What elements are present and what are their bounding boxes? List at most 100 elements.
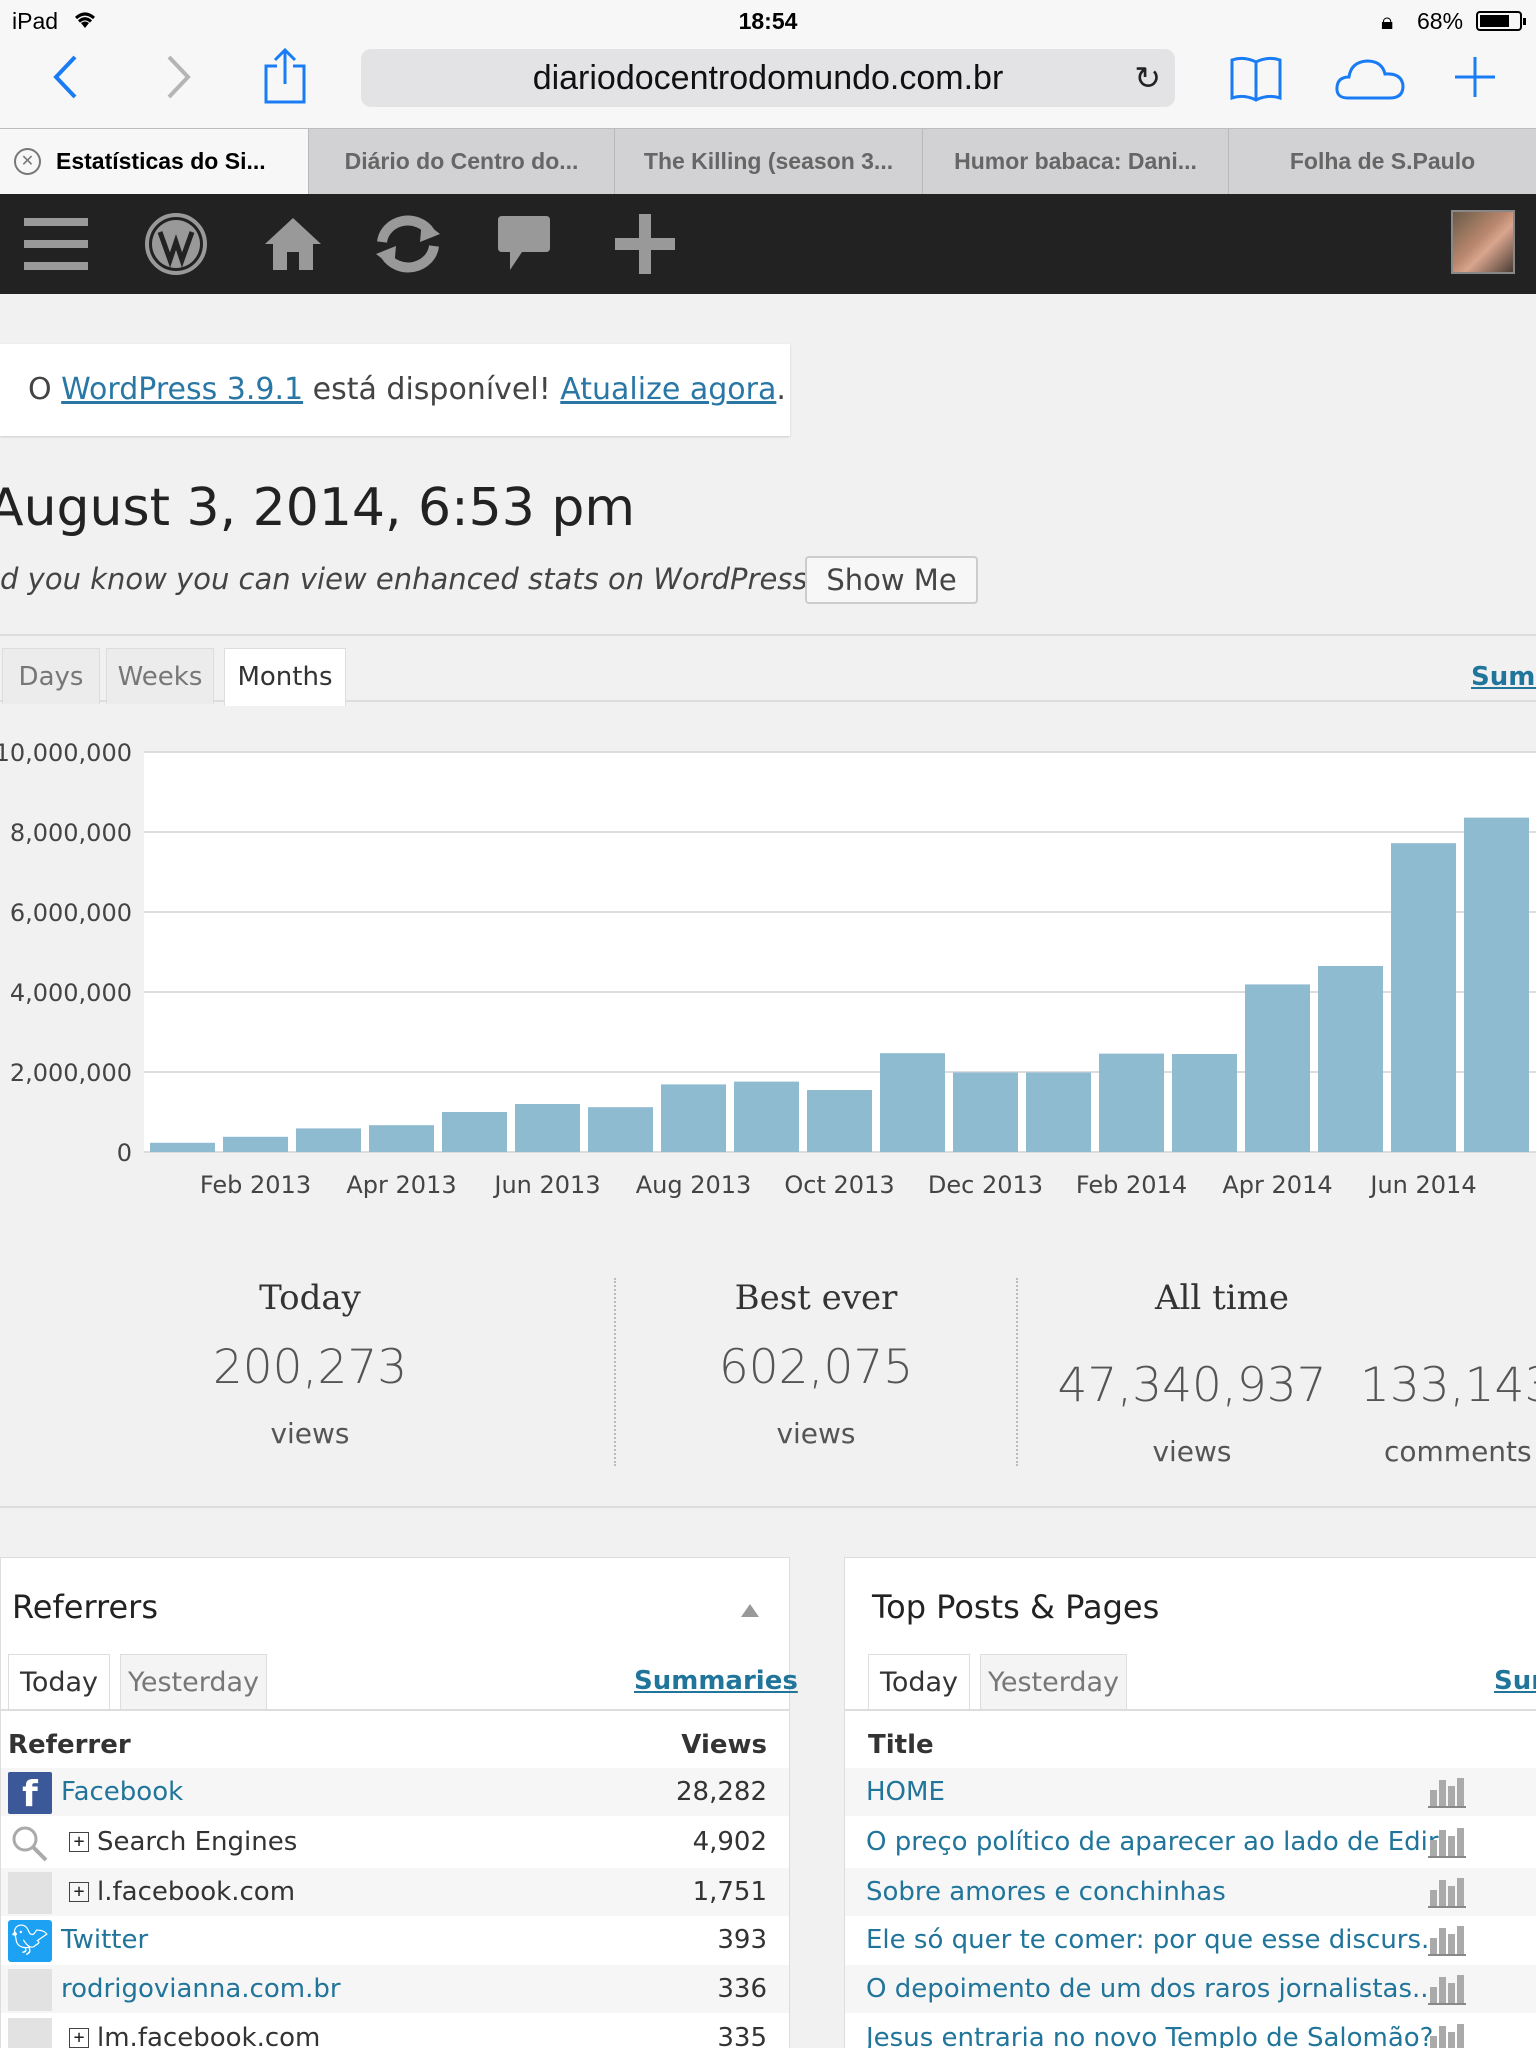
tab-label: Humor babaca: Dani... (954, 148, 1197, 174)
home-icon[interactable] (258, 194, 328, 294)
stats-chart-icon[interactable] (1428, 1924, 1466, 1956)
tab-referrers-yesterday[interactable]: Yesterday (120, 1654, 267, 1710)
clock: 18:54 (738, 8, 798, 34)
chart-bar (223, 1136, 288, 1152)
stats-chart-icon[interactable] (1428, 2022, 1466, 2048)
best-ever-label: views (776, 1417, 856, 1450)
table-row: + l.facebook.com 1,751 (1, 1868, 789, 1916)
tab-months[interactable]: Months (224, 648, 346, 706)
top-posts-panel: Top Posts & Pages Today Yesterday Sum Ti… (844, 1557, 1536, 2048)
post-title[interactable]: Ele só quer te comer: por que esse discu… (866, 1925, 1446, 1955)
tab-referrers-today[interactable]: Today (8, 1654, 110, 1710)
wordpress-version-link[interactable]: WordPress 3.9.1 (61, 372, 304, 407)
table-row: rodrigovianna.com.br 336 (1, 1965, 789, 2013)
chart-bar (1099, 1053, 1164, 1152)
x-tick-label: Jun 2013 (492, 1171, 600, 1199)
stats-summary: Today 200,273 views Best ever 602,075 vi… (0, 1248, 1536, 1508)
new-tab-button[interactable] (1452, 54, 1498, 104)
list-item: HOME (845, 1768, 1536, 1816)
share-button[interactable] (262, 46, 308, 110)
post-title[interactable]: O depoimento de um dos raros jornalistas… (866, 1974, 1437, 2004)
table-row: + lm.facebook.com 335 (1, 2014, 789, 2048)
referrers-panel: Referrers Today Yesterday Summaries Refe… (0, 1557, 798, 2048)
chart-bar (1245, 984, 1310, 1152)
best-ever-views: 602,075 (718, 1340, 914, 1395)
stats-chart-icon[interactable] (1428, 1826, 1466, 1858)
referrer-name: l.facebook.com (97, 1877, 296, 1907)
today-label: views (270, 1417, 350, 1450)
collapse-icon[interactable] (741, 1604, 759, 1617)
close-tab-icon[interactable]: ✕ (14, 148, 41, 175)
avatar[interactable] (1451, 210, 1515, 274)
update-now-link[interactable]: Atualize agora (560, 372, 777, 407)
address-bar[interactable]: diariodocentrodomundo.com.br ↻ (361, 49, 1175, 107)
post-title[interactable]: O preço político de aparecer ao lado de … (866, 1827, 1439, 1857)
comments-icon[interactable] (494, 194, 554, 294)
rotation-lock-icon: 🔒︎ (1381, 8, 1394, 34)
back-button[interactable] (50, 52, 80, 106)
enhanced-stats-promo: id you know you can view enhanced stats … (0, 562, 895, 596)
y-tick-label: 10,000,000 (0, 739, 132, 767)
reload-icon[interactable]: ↻ (1134, 60, 1161, 96)
updates-icon[interactable] (368, 194, 448, 294)
battery-percent: 68% (1417, 8, 1464, 34)
list-item: O depoimento de um dos raros jornalistas… (845, 1965, 1536, 2013)
tab-stats[interactable]: ✕ Estatísticas do Si... (0, 129, 308, 195)
expand-icon[interactable]: + (69, 1832, 89, 1852)
views-chart: 10,000,000 8,000,000 6,000,000 4,000,000 2,0… (0, 739, 1536, 1199)
status-bar: iPad 18:54 🔒︎ 68% (0, 0, 1536, 42)
post-title[interactable]: Sobre amores e conchinhas (866, 1877, 1226, 1907)
referrer-name[interactable]: Twitter (61, 1925, 149, 1955)
stats-chart-icon[interactable] (1428, 1973, 1466, 2005)
expand-icon[interactable]: + (69, 1882, 89, 1902)
post-title[interactable]: Jesus entraria no novo Templo de Salomão… (866, 2023, 1434, 2048)
tab-the-killing[interactable]: The Killing (season 3... (614, 129, 922, 195)
expand-icon[interactable]: + (69, 2028, 89, 2048)
chart-bar (1464, 817, 1529, 1152)
referrer-views: 336 (717, 1974, 767, 2004)
referrer-name[interactable]: rodrigovianna.com.br (61, 1974, 341, 2004)
wp-admin-bar (0, 194, 1536, 294)
referrer-name: lm.facebook.com (97, 2023, 321, 2048)
page-title: August 3, 2014, 6:53 pm (0, 478, 636, 538)
stats-chart-icon[interactable] (1428, 1876, 1466, 1908)
tab-days[interactable]: Days (2, 648, 100, 704)
chart-bar (515, 1104, 580, 1152)
blank-icon (8, 1872, 52, 1914)
tab-divider (845, 1709, 1536, 1711)
all-time-views: 47,340,937 (1057, 1358, 1327, 1413)
summaries-link[interactable]: Summ (1471, 662, 1536, 692)
y-tick-label: 4,000,000 (10, 979, 132, 1007)
chart-bar (588, 1107, 653, 1152)
all-time-heading: All time (1154, 1278, 1289, 1318)
bookmarks-button[interactable] (1228, 54, 1284, 108)
stats-chart-icon[interactable] (1428, 1776, 1466, 1808)
show-me-button[interactable]: Show Me (805, 556, 978, 604)
tab-top-posts-yesterday[interactable]: Yesterday (980, 1654, 1127, 1710)
forward-button[interactable] (164, 52, 194, 106)
tab-diario[interactable]: Diário do Centro do... (308, 129, 614, 195)
url-text: diariodocentrodomundo.com.br (532, 59, 1004, 97)
referrer-views: 335 (717, 2023, 767, 2048)
tab-folha[interactable]: Folha de S.Paulo (1228, 129, 1536, 195)
new-content-icon[interactable] (614, 194, 676, 294)
referrer-name[interactable]: Facebook (61, 1777, 184, 1807)
all-time-comments-col: 133,143 comments (1360, 1358, 1536, 1468)
tab-weeks[interactable]: Weeks (106, 648, 214, 704)
today-heading: Today (259, 1278, 361, 1318)
tab-top-posts-today[interactable]: Today (868, 1654, 970, 1710)
chart-bar (296, 1128, 361, 1152)
menu-icon[interactable] (18, 194, 94, 294)
y-tick-label: 0 (117, 1139, 132, 1167)
tab-humor[interactable]: Humor babaca: Dani... (922, 129, 1228, 195)
top-posts-summaries-link[interactable]: Sum (1494, 1666, 1536, 1696)
all-time-views-col: 47,340,937 views (1042, 1358, 1342, 1468)
post-title[interactable]: HOME (866, 1777, 945, 1807)
x-tick-label: Apr 2014 (1222, 1171, 1332, 1199)
all-time-heading-col: All time (1072, 1278, 1372, 1318)
referrers-summaries-link[interactable]: Summaries (634, 1666, 798, 1696)
icloud-tabs-button[interactable] (1334, 56, 1406, 106)
wordpress-logo-icon[interactable] (138, 194, 214, 294)
tab-label: The Killing (season 3... (643, 148, 894, 174)
list-item: Sobre amores e conchinhas (845, 1868, 1536, 1916)
